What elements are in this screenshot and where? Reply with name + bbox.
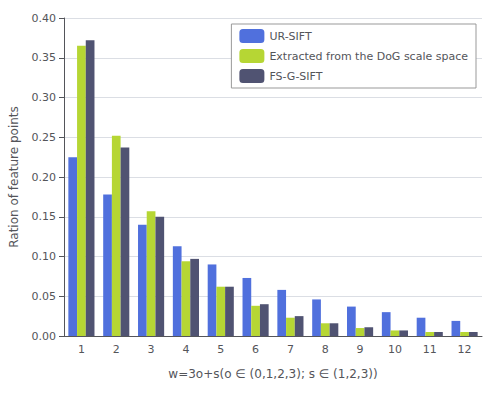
svg-text:4: 4 [182,343,189,356]
svg-text:w=3o+s(o ∈ (0,1,2,3); s ∈ (1,2: w=3o+s(o ∈ (0,1,2,3); s ∈ (1,2,3)) [168,367,377,381]
svg-text:Extracted from the DoG scale s: Extracted from the DoG scale space [269,50,468,63]
svg-text:0.25: 0.25 [32,131,57,144]
svg-text:Ration of feature points: Ration of feature points [7,106,21,248]
svg-text:12: 12 [458,343,472,356]
svg-text:0.40: 0.40 [32,12,57,25]
svg-text:10: 10 [388,343,402,356]
svg-text:7: 7 [287,343,294,356]
svg-text:11: 11 [423,343,437,356]
svg-text:1: 1 [78,343,85,356]
svg-text:0.35: 0.35 [32,51,57,64]
svg-text:5: 5 [217,343,224,356]
svg-text:2: 2 [113,343,120,356]
svg-text:8: 8 [322,343,329,356]
svg-text:FS-G-SIFT: FS-G-SIFT [269,70,322,83]
svg-text:0.30: 0.30 [32,91,57,104]
svg-text:0.00: 0.00 [32,330,57,343]
svg-text:9: 9 [357,343,364,356]
svg-text:0.20: 0.20 [32,171,57,184]
svg-text:0.10: 0.10 [32,250,57,263]
svg-text:0.05: 0.05 [32,290,57,303]
svg-text:UR-SIFT: UR-SIFT [269,30,312,43]
svg-text:6: 6 [252,343,259,356]
svg-text:0.15: 0.15 [32,210,57,223]
svg-text:3: 3 [148,343,155,356]
